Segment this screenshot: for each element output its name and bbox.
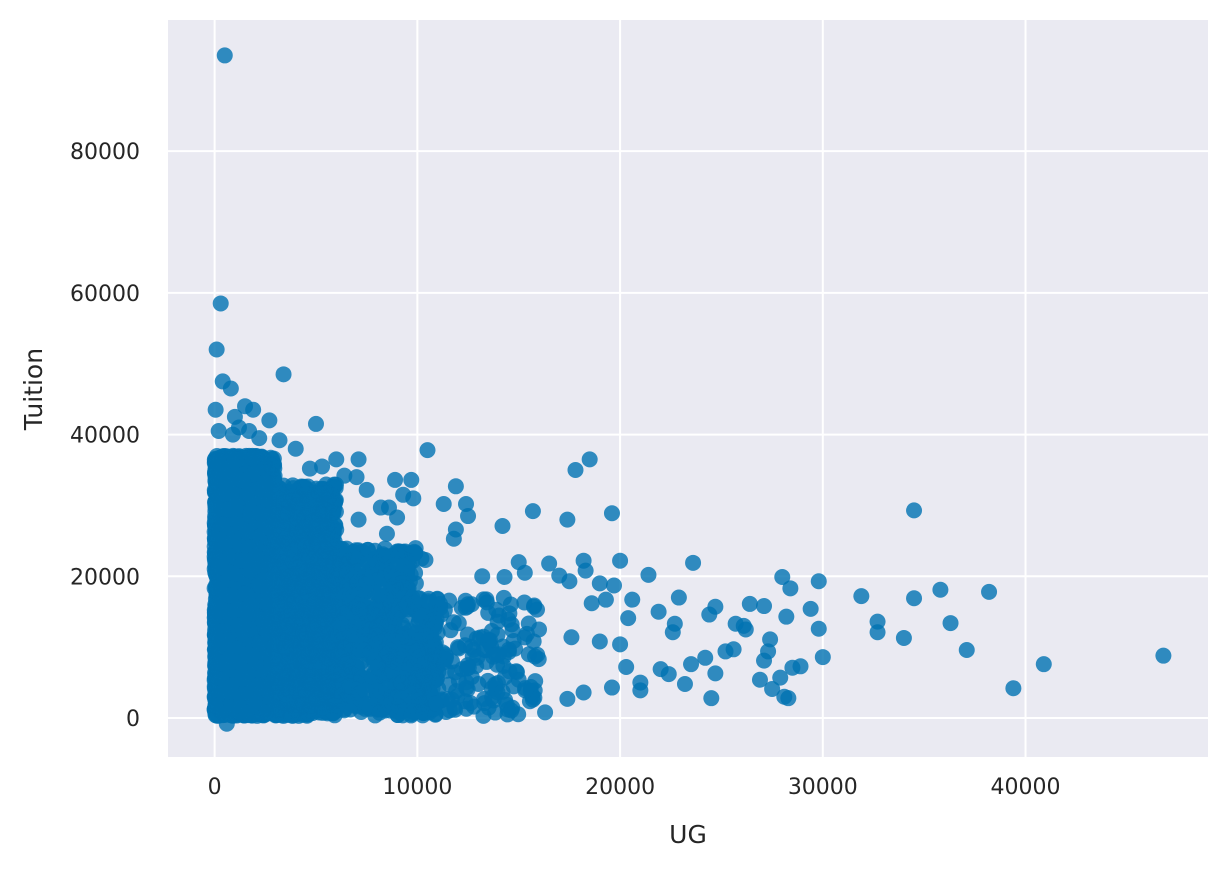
scatter-point <box>495 589 512 606</box>
grid-lines <box>168 20 1208 757</box>
scatter-point <box>487 704 504 721</box>
data-points <box>206 47 1172 732</box>
scatter-point <box>516 629 533 646</box>
scatter-point <box>470 676 487 693</box>
